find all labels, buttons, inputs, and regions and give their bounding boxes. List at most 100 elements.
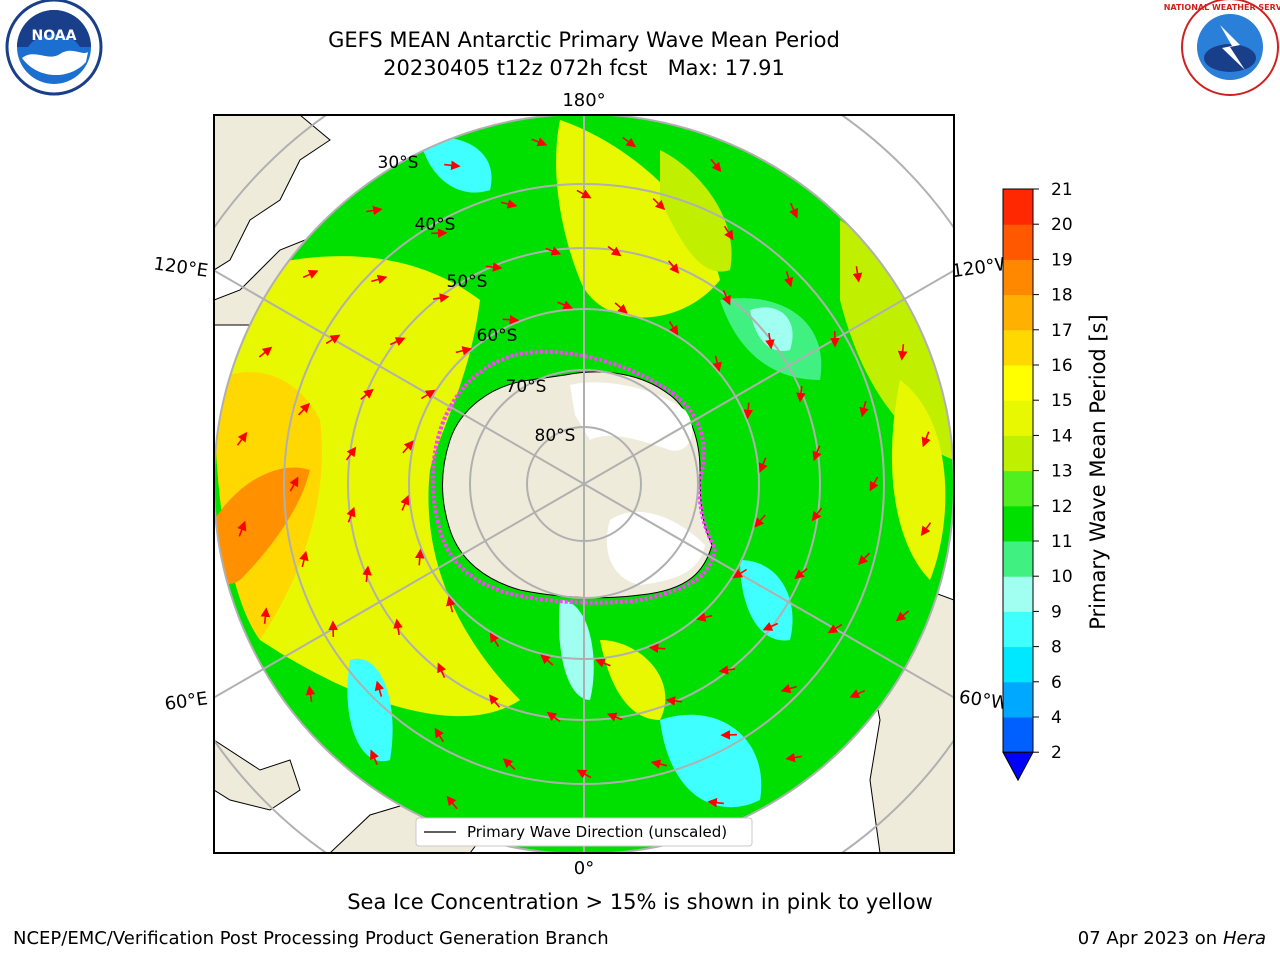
wave-arrow bbox=[762, 621, 779, 631]
wave-arrow bbox=[827, 623, 843, 634]
wave-arrow bbox=[485, 262, 503, 272]
lon-label-120e: 120°E bbox=[152, 253, 209, 281]
wave-arrow bbox=[614, 302, 628, 314]
colorbar-tick-label: 21 bbox=[1051, 180, 1073, 200]
wave-arrow bbox=[859, 400, 869, 418]
wave-arrow bbox=[400, 495, 410, 511]
wave-arrow bbox=[785, 752, 802, 763]
wave-arrow bbox=[360, 388, 374, 401]
wave-arrow bbox=[389, 337, 406, 347]
colorbar-tick-label: 10 bbox=[1051, 567, 1073, 587]
wave-arrow bbox=[488, 694, 501, 708]
wave-arrow bbox=[237, 520, 247, 537]
colorbar-tick-label: 6 bbox=[1051, 673, 1062, 693]
wave-arrow bbox=[595, 658, 611, 668]
wave-arrow bbox=[325, 334, 341, 345]
wave-arrow bbox=[754, 514, 766, 528]
wave-arrow bbox=[858, 552, 870, 566]
wave-arrow bbox=[260, 607, 271, 624]
sea-ice-caption: Sea Ice Concentration > 15% is shown in … bbox=[347, 890, 933, 914]
wave-arrow bbox=[723, 225, 734, 241]
legend-label: Primary Wave Direction (unscaled) bbox=[467, 823, 727, 841]
footer-credit: NCEP/EMC/Verification Post Processing Pr… bbox=[13, 928, 609, 949]
wave-arrow bbox=[648, 643, 666, 654]
wave-arrow bbox=[576, 189, 592, 199]
colorbar-segment bbox=[1003, 400, 1033, 436]
wave-arrow bbox=[258, 346, 273, 358]
wave-arrow bbox=[402, 440, 414, 454]
lat-label-50: 50°S bbox=[447, 272, 488, 292]
chart-title-line1: GEFS MEAN Antarctic Primary Wave Mean Pe… bbox=[328, 28, 840, 52]
colorbar-tick-label: 15 bbox=[1051, 391, 1073, 411]
wave-arrow bbox=[758, 457, 768, 473]
wave-arrow bbox=[895, 610, 910, 622]
wave-arrow bbox=[920, 522, 932, 537]
wave-arrow bbox=[668, 320, 679, 336]
colorbar-title: Primary Wave Mean Period [s] bbox=[1086, 314, 1110, 630]
wave-arrow bbox=[420, 389, 436, 400]
wave-arrow bbox=[502, 758, 516, 770]
wave-arrow bbox=[622, 136, 637, 148]
colorbar-tick-label: 18 bbox=[1051, 286, 1073, 306]
wave-arrow bbox=[545, 246, 562, 256]
colorbar-segment bbox=[1003, 611, 1033, 648]
sea-ice-edge bbox=[430, 349, 718, 605]
wave-arrow bbox=[696, 612, 713, 622]
colorbar-segment bbox=[1003, 470, 1033, 507]
wave-arrow bbox=[546, 711, 561, 723]
colorbar-segment bbox=[1003, 259, 1033, 296]
wave-arrow bbox=[366, 205, 383, 216]
colorbar-segment bbox=[1003, 435, 1033, 472]
wave-arrow bbox=[557, 300, 573, 310]
wave-arrow bbox=[794, 567, 808, 580]
wave-arrow bbox=[718, 665, 736, 675]
lat-label-60: 60°S bbox=[477, 326, 518, 346]
colorbar-tick-label: 11 bbox=[1051, 532, 1073, 552]
colorbar-tick-label: 8 bbox=[1051, 638, 1062, 658]
wave-arrow bbox=[455, 346, 472, 356]
wave-arrow bbox=[780, 683, 797, 694]
wave-arrow bbox=[444, 160, 461, 171]
wave-arrow bbox=[393, 618, 403, 636]
wave-arrow bbox=[531, 137, 548, 147]
colorbar-tick-label: 14 bbox=[1051, 426, 1073, 446]
lat-label-30: 30°S bbox=[378, 153, 419, 173]
footer-date-text: 07 Apr 2023 on bbox=[1077, 928, 1218, 949]
wave-arrow bbox=[371, 274, 388, 285]
wave-arrow bbox=[650, 759, 668, 769]
wave-arrow bbox=[732, 568, 748, 579]
wave-arrow bbox=[302, 270, 319, 279]
colorbar-segment bbox=[1003, 189, 1033, 225]
colorbar-segment bbox=[1003, 294, 1033, 331]
colorbar: 2 4 6 8 9 10 11 12 13 14 15 16 17 18 19 20 21 bbox=[1002, 180, 1073, 782]
wave-arrow bbox=[667, 260, 680, 274]
lat-label-70: 70°S bbox=[506, 377, 547, 397]
colorbar-segment bbox=[1003, 365, 1033, 401]
colorbar-tick-label: 4 bbox=[1051, 708, 1062, 728]
wave-arrow bbox=[765, 332, 775, 350]
wave-arrow bbox=[576, 769, 592, 779]
wave-arrow bbox=[869, 476, 879, 492]
ice-shelf-weddell bbox=[606, 511, 705, 585]
chart-title-line2: 20230405 t12z 072h fcst Max: 17.91 bbox=[383, 56, 785, 80]
wave-arrow bbox=[921, 431, 931, 448]
arrow-legend: Primary Wave Direction (unscaled) bbox=[415, 817, 753, 847]
wave-arrow bbox=[446, 795, 458, 810]
lon-label-180: 180° bbox=[562, 90, 605, 111]
wave-arrow bbox=[370, 749, 379, 766]
nws-logo: NATIONAL WEATHER SERVICE bbox=[1164, 0, 1280, 96]
colorbar-tick-label: 13 bbox=[1051, 462, 1073, 482]
wave-arrow bbox=[362, 565, 372, 583]
colorbar-segment bbox=[1003, 224, 1033, 260]
wave-arrow bbox=[897, 344, 908, 361]
wave-arrow bbox=[500, 199, 518, 209]
colorbar-tick-label: 12 bbox=[1051, 497, 1073, 517]
wave-arrow bbox=[540, 654, 554, 666]
colorbar-segment bbox=[1003, 681, 1033, 718]
colorbar-segment bbox=[1003, 646, 1033, 683]
wave-arrow bbox=[712, 355, 722, 372]
lon-label-60w: 60°W bbox=[958, 687, 1010, 715]
wave-direction-arrows bbox=[236, 136, 932, 832]
colorbar-tick-label: 2 bbox=[1051, 743, 1062, 763]
wave-arrow bbox=[652, 198, 666, 210]
